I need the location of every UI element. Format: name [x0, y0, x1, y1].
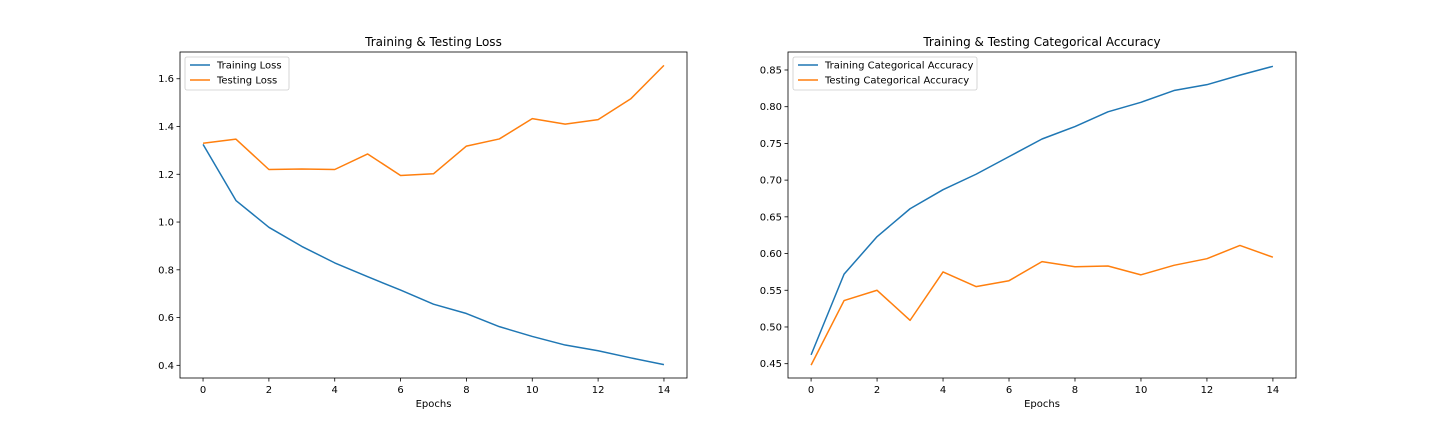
- y-tick-label: 0.75: [760, 139, 782, 150]
- y-tick-label: 0.4: [158, 361, 174, 372]
- series-line-0: [810, 65, 1274, 356]
- x-tick-label: 4: [940, 385, 946, 396]
- y-tick-label: 0.8: [158, 265, 174, 276]
- y-tick-label: 0.55: [760, 286, 782, 297]
- legend-box: [184, 56, 290, 91]
- plot-frame: [787, 51, 1297, 379]
- x-tick-label: 6: [1006, 385, 1012, 396]
- chart-title: Training & Testing Loss: [364, 35, 502, 49]
- y-tick-label: 0.80: [760, 102, 782, 113]
- y-tick-label: 0.60: [760, 249, 782, 260]
- y-tick-label: 1.6: [158, 74, 174, 85]
- y-tick-label: 0.50: [760, 322, 782, 333]
- x-tick-label: 8: [1072, 385, 1078, 396]
- y-tick-label: 1.4: [158, 122, 174, 133]
- legend-box: [792, 56, 978, 91]
- x-tick-label: 10: [526, 385, 539, 396]
- y-tick-label: 0.85: [760, 65, 782, 76]
- x-tick-label: 14: [1267, 385, 1280, 396]
- x-tick-label: 0: [808, 385, 814, 396]
- y-tick-label: 0.6: [158, 313, 174, 324]
- chart-panel-0: Training & Testing Loss 0 2 4 6 8 10 12 14 0.4 0.6…: [158, 35, 688, 410]
- y-tick-label: 1.2: [158, 170, 174, 181]
- chart-title: Training & Testing Categorical Accuracy: [922, 35, 1160, 49]
- y-tick-label: 0.45: [760, 359, 782, 370]
- x-tick-label: 8: [463, 385, 469, 396]
- series-line-0: [202, 144, 665, 366]
- y-tick-label: 0.65: [760, 212, 782, 223]
- x-tick-label: 2: [266, 385, 272, 396]
- x-tick-label: 4: [332, 385, 338, 396]
- y-tick-label: 1.0: [158, 218, 174, 229]
- x-tick-label: 12: [592, 385, 605, 396]
- legend-entry-0: Training Loss: [216, 61, 282, 72]
- legend: Training Loss Testing Loss: [184, 56, 290, 91]
- series-line-1: [202, 64, 665, 177]
- chart-panel-1: Training & Testing Categorical Accuracy 0…: [760, 35, 1297, 410]
- legend: Training Categorical Accuracy Testing Cat…: [792, 56, 978, 91]
- legend-entry-1: Testing Categorical Accuracy: [824, 76, 969, 87]
- x-tick-label: 2: [874, 385, 880, 396]
- x-axis-label: Epochs: [416, 399, 452, 410]
- legend-entry-0: Training Categorical Accuracy: [824, 61, 973, 72]
- x-tick-label: 12: [1201, 385, 1214, 396]
- x-tick-label: 6: [397, 385, 403, 396]
- series-line-1: [810, 244, 1274, 366]
- x-tick-label: 14: [658, 385, 671, 396]
- x-tick-label: 0: [200, 385, 206, 396]
- x-axis-label: Epochs: [1024, 399, 1060, 410]
- x-tick-label: 10: [1135, 385, 1148, 396]
- legend-entry-1: Testing Loss: [216, 76, 277, 87]
- plot-frame: [179, 51, 688, 379]
- y-tick-label: 0.70: [760, 176, 782, 187]
